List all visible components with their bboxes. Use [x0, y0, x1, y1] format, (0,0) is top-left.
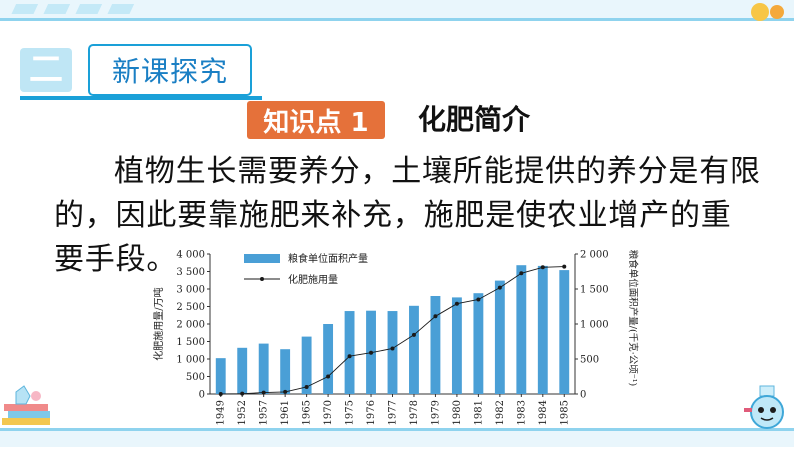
left-tick-label: 1 000 — [176, 355, 205, 366]
bar — [215, 358, 226, 394]
bar — [323, 324, 334, 394]
line-point — [261, 390, 266, 395]
legend-line-marker — [260, 277, 264, 281]
line-point — [433, 314, 438, 319]
bar — [280, 349, 291, 394]
fertilizer-yield-chart: 0 500 1 000 1 500 2 000 2 500 3 000 3 500 4 000 0… — [152, 250, 639, 426]
bottom-decoration-bar — [0, 428, 794, 447]
x-tick-label: 1977 — [388, 400, 399, 425]
left-tick-label: 2 000 — [176, 320, 205, 331]
x-tick-label: 1980 — [452, 400, 463, 425]
line-point — [218, 392, 223, 396]
bar — [301, 336, 312, 394]
x-tick-label: 1981 — [473, 400, 484, 425]
x-tick-label: 1978 — [409, 400, 420, 425]
line-point — [304, 385, 309, 389]
line-point — [390, 346, 395, 351]
x-tick-label: 1975 — [345, 400, 356, 425]
line-point — [497, 285, 502, 290]
left-tick-label: 2 500 — [176, 302, 205, 313]
line-point — [454, 301, 459, 306]
legend-bar-swatch — [244, 254, 280, 263]
x-tick-label: 1949 — [216, 400, 227, 425]
x-tick-label: 1965 — [302, 400, 313, 425]
flask-mascot-icon — [744, 385, 784, 429]
line-point — [369, 350, 374, 355]
right-tick-label: 1 000 — [580, 320, 609, 331]
section-underline — [20, 96, 262, 100]
x-tick-label: 1984 — [538, 400, 549, 425]
x-tick-label: 1961 — [280, 400, 291, 425]
left-tick-label: 1 500 — [176, 337, 205, 348]
x-tick-label: 1979 — [430, 400, 441, 425]
legend-bar-label: 粮食单位面积产量 — [288, 252, 368, 265]
x-tick-label: 1982 — [495, 400, 506, 425]
line-point — [540, 265, 545, 270]
knowledge-point-badge: 知识点 1 — [247, 101, 385, 139]
bar — [537, 265, 548, 394]
x-tick-label: 1976 — [366, 400, 377, 425]
bar — [451, 297, 462, 394]
line-point — [476, 297, 481, 302]
bar — [430, 296, 441, 394]
x-tick-label: 1952 — [237, 400, 248, 425]
line-point — [411, 332, 416, 337]
right-tick-label: 1 500 — [580, 285, 609, 296]
knowledge-point-title: 化肥简介 — [418, 103, 531, 136]
line-point — [326, 374, 331, 379]
section-number: 二 — [29, 50, 63, 90]
y2-axis-label: 粮食单位面积产量/(千克·公顷⁻¹) — [627, 250, 639, 386]
line-point — [283, 389, 288, 394]
left-tick-label: 0 — [199, 390, 205, 401]
right-tick-label: 500 — [580, 355, 599, 366]
top-decoration-bar — [0, 0, 794, 21]
line-point — [240, 391, 245, 396]
x-tick-label: 1970 — [323, 400, 334, 425]
body-paragraph: 植物生长需要养分，土壤所能提供的养分是有限的，因此要靠施肥来补充，施肥是使农业增… — [54, 154, 761, 277]
line-point — [519, 271, 524, 276]
left-tick-label: 3 500 — [176, 267, 205, 278]
bar — [516, 265, 527, 394]
line-point — [347, 354, 352, 359]
x-tick-label: 1983 — [516, 400, 527, 425]
books-decoration-icon — [2, 385, 50, 425]
bar — [473, 293, 484, 394]
pencil-icon — [751, 3, 784, 21]
section-number-box: 二 — [20, 48, 72, 92]
y-axis-label: 化肥施用量/万吨 — [152, 287, 165, 360]
knowledge-point-badge-label: 知识点 1 — [263, 107, 369, 138]
bar — [559, 270, 570, 394]
right-tick-label: 2 000 — [580, 250, 609, 261]
left-tick-label: 3 000 — [176, 285, 205, 296]
bar — [409, 305, 419, 394]
left-tick-label: 500 — [186, 372, 205, 383]
line-point — [562, 264, 567, 269]
x-tick-label: 1957 — [259, 400, 270, 425]
bar — [258, 343, 269, 394]
bar — [344, 311, 355, 394]
section-title-box: 新课探究 — [88, 44, 252, 96]
bar — [237, 347, 248, 394]
bar — [494, 280, 505, 394]
right-tick-label: 0 — [580, 390, 586, 401]
x-tick-label: 1985 — [559, 400, 570, 425]
section-title: 新课探究 — [111, 55, 228, 88]
legend-line-label: 化肥施用量 — [288, 273, 338, 286]
bar — [387, 311, 398, 394]
left-tick-label: 4 000 — [176, 250, 205, 261]
